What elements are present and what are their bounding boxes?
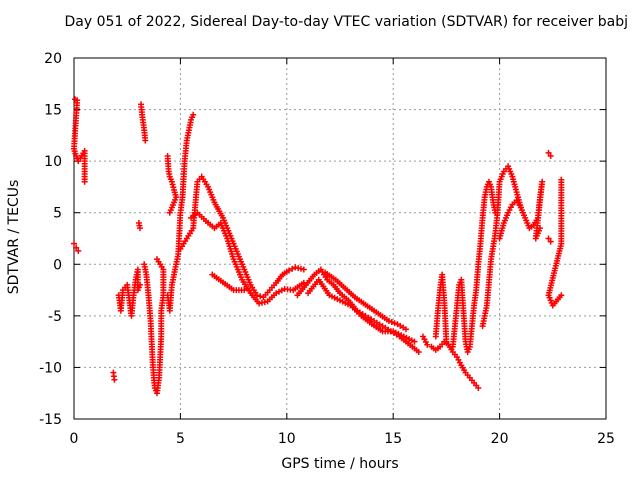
series-segment-4h: [164, 111, 197, 314]
x-tick-label: 10: [278, 431, 296, 447]
data-point: [411, 338, 418, 345]
data-point: [424, 341, 431, 348]
data-points: [71, 96, 565, 397]
plot-border: [73, 57, 607, 420]
data-point: [257, 293, 264, 300]
y-tick-label: 5: [53, 206, 62, 222]
y-tick-label: -5: [48, 309, 62, 325]
series-segment-3h-dip: [138, 101, 167, 397]
y-tick-label: 15: [44, 103, 62, 119]
x-tick-label: 25: [597, 431, 615, 447]
data-point: [545, 235, 552, 242]
x-axis-label: GPS time / hours: [281, 456, 399, 472]
series-segment-10h-16h: [294, 266, 422, 355]
data-point: [71, 240, 77, 247]
data-point: [415, 348, 422, 355]
data-point: [388, 319, 395, 326]
y-tick-label: 10: [44, 154, 62, 170]
y-axis-label: SDTVAR / TECUs: [6, 179, 22, 295]
data-point: [547, 238, 554, 245]
data-point: [391, 320, 398, 327]
x-tick-label: 0: [70, 431, 79, 447]
data-point: [537, 225, 544, 232]
data-point: [300, 266, 307, 273]
data-point: [75, 247, 82, 254]
grid-lines: [74, 58, 606, 419]
data-point: [136, 225, 143, 232]
y-tick-label: 20: [44, 51, 62, 67]
series-segment-17h-20h-rise: [449, 163, 524, 355]
y-tick-label: 0: [53, 257, 62, 273]
series-segment-16h-19h-tails: [419, 271, 482, 392]
y-tick-label: -10: [39, 360, 62, 376]
series-segment-20h-23h: [496, 149, 565, 309]
series-segment-early-high: [71, 96, 88, 254]
data-point: [73, 244, 80, 251]
data-point: [81, 178, 88, 185]
data-point: [136, 281, 143, 288]
data-point: [190, 111, 197, 118]
series-segment-2h: [110, 220, 143, 383]
data-point: [75, 158, 82, 165]
data-point: [443, 338, 450, 345]
y-tick-label: -15: [39, 412, 62, 428]
data-point: [475, 385, 482, 392]
data-point: [111, 376, 118, 383]
data-point: [402, 326, 409, 333]
data-point: [285, 267, 292, 274]
chart-title: Day 051 of 2022, Sidereal Day-to-day VTE…: [64, 14, 628, 30]
data-point: [545, 149, 552, 156]
x-tick-label: 20: [491, 431, 509, 447]
series-segment-5h-10h: [177, 173, 307, 307]
data-point: [241, 287, 248, 294]
x-tick-label: 5: [176, 431, 185, 447]
data-point: [547, 152, 554, 159]
data-point: [558, 292, 565, 299]
data-point: [289, 265, 296, 272]
data-point: [142, 137, 149, 144]
x-tick-label: 15: [384, 431, 402, 447]
data-point: [166, 209, 173, 216]
data-point: [153, 256, 160, 263]
data-point: [385, 318, 392, 325]
axis-ticks: 0 5 10 15 20 25 -15 -10 -5 0 5 10 15 20: [39, 51, 615, 447]
